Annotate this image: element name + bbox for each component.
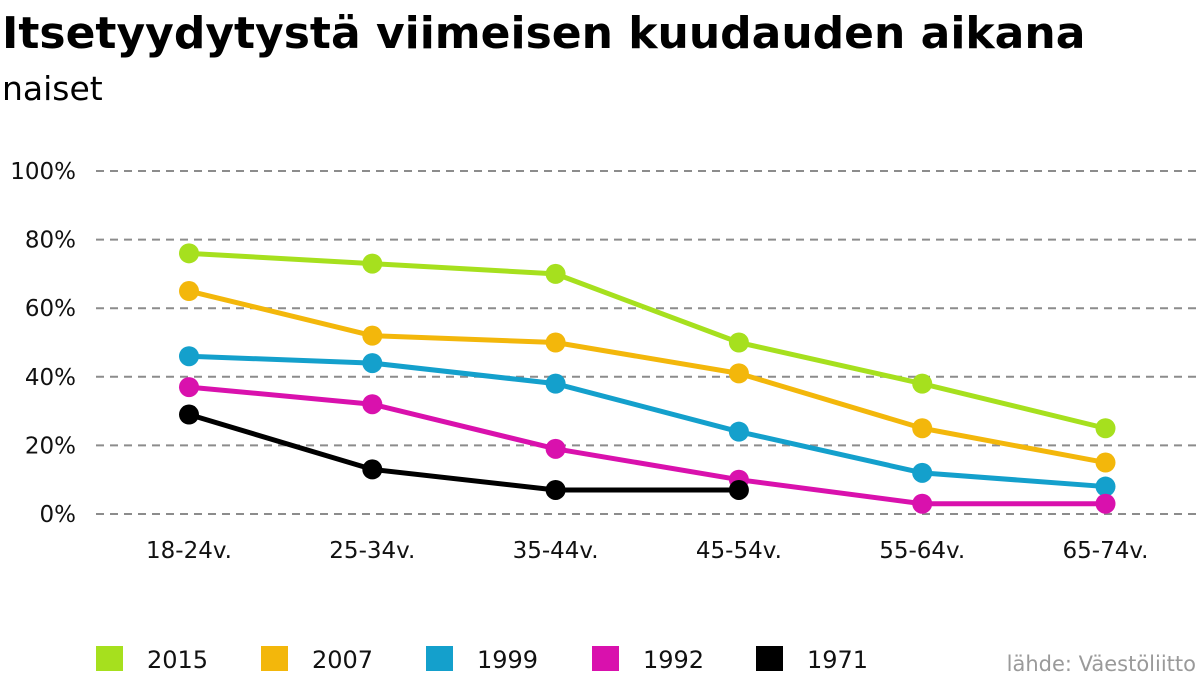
data-point-1992 [545,438,566,459]
data-point-2015 [545,263,566,284]
x-tick-label: 55-64v. [879,538,965,564]
legend-label-2007: 2007 [312,646,373,674]
data-point-2015 [1095,418,1116,439]
data-point-1999 [912,462,933,483]
data-point-1999 [1095,476,1116,497]
series-line-1999 [188,353,1106,490]
x-tick-label: 18-24v. [146,538,232,564]
x-axis-ticks: 18-24v. 25-34v. 35-44v. 45-54v. 55-64v. 65-74… [146,538,1148,564]
data-point-1992 [912,493,933,514]
y-tick-label: 20% [25,433,76,459]
legend-swatch-2007 [261,646,288,671]
x-tick-label: 45-54v. [696,538,782,564]
legend-swatch-1971 [756,646,783,671]
data-point-2007 [1095,452,1116,473]
data-point-1999 [728,421,749,442]
data-point-1971 [728,479,749,500]
data-point-1992 [179,377,199,398]
data-point-1971 [179,404,199,425]
data-point-2015 [362,253,383,274]
x-tick-label: 65-74v. [1063,538,1149,564]
data-point-1999 [362,353,383,374]
data-point-1992 [362,394,383,415]
legend-label-1992: 1992 [643,646,704,674]
y-tick-label: 60% [25,296,76,322]
y-tick-label: 0% [40,502,77,528]
chart-subtitle: naiset [2,69,103,108]
series-line-1971 [188,412,739,493]
data-point-2007 [912,418,933,439]
legend-swatch-1992 [592,646,619,671]
data-point-1971 [545,479,566,500]
data-point-1999 [179,346,199,367]
y-axis-ticks: 0% 20% 40% 60% 80% 100% [10,159,76,528]
data-point-2015 [912,373,933,394]
legend-label-1999: 1999 [477,646,538,674]
data-point-2007 [179,281,199,302]
legend-label-1971: 1971 [807,646,868,674]
legend-swatch-2015 [96,646,123,671]
data-point-1992 [1095,493,1116,514]
data-point-1971 [362,459,383,480]
y-tick-label: 100% [10,159,76,185]
legend-swatch-1999 [426,646,453,671]
legend-label-2015: 2015 [147,646,208,674]
y-tick-label: 80% [25,228,76,254]
series-lines [188,250,1107,507]
data-point-2007 [545,332,566,353]
data-point-2015 [728,332,749,353]
series-points [179,243,1116,514]
data-point-2007 [362,325,383,346]
data-point-2007 [728,363,749,384]
data-point-1999 [545,373,566,394]
chart-title: Itsetyydytystä viimeisen kuudauden aikan… [2,8,1085,59]
data-point-2015 [179,243,199,264]
x-tick-label: 35-44v. [513,538,599,564]
series-line-2015 [188,250,1107,431]
series-line-2007 [188,288,1106,466]
y-tick-label: 40% [25,365,76,391]
source-note: lähde: Väestöliitto [1007,652,1196,676]
x-tick-label: 25-34v. [329,538,415,564]
legend: 2015 2007 1999 1992 1971 [96,646,868,674]
series-line-1992 [188,384,1106,507]
